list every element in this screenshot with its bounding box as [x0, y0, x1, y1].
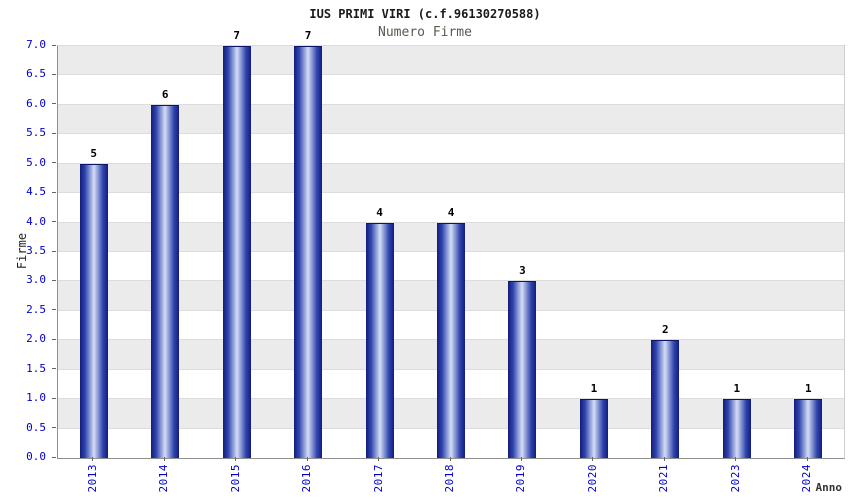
- gridline: [58, 162, 844, 164]
- y-tick-mark: [52, 427, 56, 429]
- y-tick-label: 0.0: [26, 450, 46, 463]
- bar-value-label: 7: [233, 29, 240, 42]
- bar-value-label: 6: [161, 87, 169, 101]
- x-tick-label: 2013: [85, 464, 99, 493]
- x-tick-mark: [449, 457, 451, 461]
- bar-value-label: 3: [519, 264, 526, 278]
- gridline: [58, 192, 844, 194]
- y-tick-mark: [52, 103, 56, 105]
- gridline: [58, 221, 844, 223]
- y-tick-mark: [52, 162, 56, 164]
- y-tick-mark: [52, 73, 56, 75]
- x-tick-mark: [735, 457, 737, 461]
- bar-value-label: 4: [447, 205, 455, 219]
- gridline: [58, 74, 844, 76]
- y-tick-label: 4.5: [26, 185, 46, 199]
- bar: [151, 104, 180, 458]
- grid-band: [58, 46, 844, 76]
- y-tick-label: 7.0: [26, 38, 46, 51]
- x-tick-label: 2015: [228, 464, 242, 493]
- bar-value-label: 2: [662, 323, 669, 337]
- y-tick-mark: [52, 250, 56, 252]
- y-axis-ticks: 0.0 0.5 1.0 1.5 2.0 2.5 3.0 3.5 4.0 4.5 5.0 5.5 6.0 6…: [0, 38, 56, 463]
- y-tick-label: 5.5: [26, 126, 46, 140]
- y-tick-mark: [52, 221, 56, 223]
- y-tick-label: 1.0: [26, 391, 46, 405]
- y-tick-label: 2.0: [26, 332, 46, 346]
- grid-band: [58, 75, 844, 105]
- x-axis-ticks: 2013 2014 2015 2016 2017 2018 2019 2020 2021 2023…: [57, 457, 843, 500]
- x-tick-mark: [92, 457, 94, 461]
- grid-band: [58, 193, 844, 223]
- x-tick-label: 2017: [371, 464, 385, 493]
- bar: [222, 46, 251, 458]
- x-tick-mark: [520, 457, 522, 461]
- y-tick-label: 1.5: [26, 361, 46, 375]
- x-tick-mark: [378, 457, 380, 461]
- chart-subtitle: Numero Firme: [378, 25, 472, 40]
- y-tick-mark: [52, 309, 56, 311]
- x-tick-label: 2018: [443, 464, 456, 493]
- bar-value-label: 1: [733, 382, 741, 396]
- y-tick-label: 4.0: [26, 214, 46, 228]
- grid-band: [58, 134, 844, 164]
- x-tick-mark: [592, 457, 594, 461]
- y-tick-label: 5.0: [26, 155, 46, 169]
- y-tick-mark: [52, 44, 56, 46]
- chart-title: IUS PRIMI VIRI (c.f.96130270588): [309, 7, 541, 21]
- x-tick-label: 2021: [657, 464, 671, 493]
- bar: [794, 399, 823, 458]
- x-tick-mark: [806, 457, 808, 461]
- plot-area: 5 6 7 7 4 4 3 1 2 1 1: [57, 29, 845, 459]
- bar-value-label: 1: [804, 382, 812, 396]
- bar-value-label: 4: [376, 205, 383, 219]
- y-tick-mark: [52, 191, 56, 193]
- bar-value-label: 7: [304, 29, 312, 42]
- y-tick-label: 3.0: [26, 273, 46, 287]
- y-tick-mark: [52, 338, 56, 340]
- bar: [437, 222, 465, 458]
- bar: [365, 222, 394, 458]
- bar-value-label: 5: [90, 146, 98, 160]
- grid-band: [58, 104, 844, 135]
- bar: [722, 399, 751, 458]
- y-tick-label: 6.5: [26, 67, 46, 81]
- gridline: [58, 103, 844, 105]
- y-tick-mark: [52, 397, 56, 399]
- bar-value-label: 1: [590, 382, 598, 396]
- x-tick-mark: [235, 457, 237, 461]
- x-tick-label: 2016: [300, 464, 314, 493]
- gridline: [58, 45, 844, 46]
- bar: [651, 340, 680, 458]
- x-tick-label: 2020: [585, 464, 599, 493]
- x-tick-label: 2019: [514, 464, 528, 493]
- x-tick-label: 2024: [800, 464, 814, 493]
- x-tick-label: 2023: [728, 464, 742, 493]
- grid-band: [58, 163, 844, 194]
- y-tick-label: 2.5: [26, 302, 46, 316]
- bar: [508, 281, 537, 458]
- bar: [79, 163, 108, 458]
- y-tick-mark: [52, 368, 56, 370]
- x-tick-label: 2014: [157, 464, 171, 493]
- x-axis-label: Anno: [815, 481, 843, 494]
- y-tick-label: 3.5: [26, 244, 46, 257]
- bar: [579, 399, 608, 458]
- y-tick-label: 0.5: [26, 420, 46, 434]
- y-tick-mark: [52, 132, 56, 134]
- x-tick-mark: [163, 457, 165, 461]
- gridline: [58, 133, 844, 135]
- x-tick-mark: [306, 457, 308, 461]
- bar: [294, 46, 323, 458]
- y-tick-mark: [52, 456, 56, 458]
- y-tick-mark: [52, 279, 56, 281]
- y-tick-label: 6.0: [26, 96, 46, 110]
- x-tick-mark: [663, 457, 665, 461]
